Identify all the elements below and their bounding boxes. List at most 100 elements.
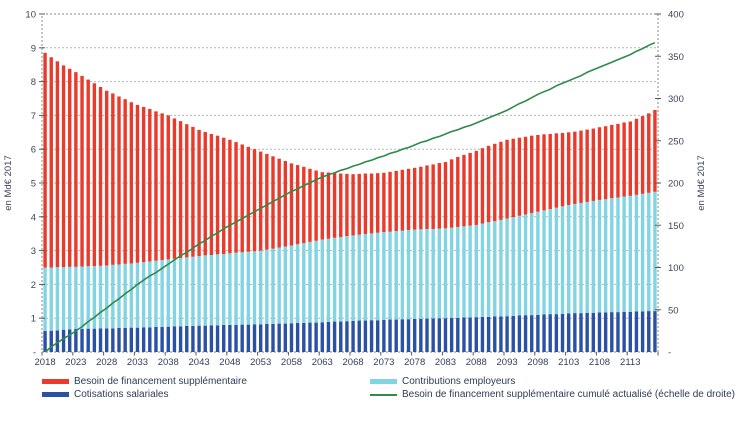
bar-segment-contributions xyxy=(456,226,460,318)
bar-segment-cotisations xyxy=(123,328,127,352)
bar-segment-cotisations xyxy=(499,316,503,352)
bar-segment-cotisations xyxy=(43,331,47,352)
bar-segment-besoin xyxy=(530,135,534,214)
bar-segment-cotisations xyxy=(141,327,146,352)
x-axis-label: 2023 xyxy=(65,357,86,368)
bar-segment-cotisations xyxy=(394,319,398,352)
x-axis-label: 2033 xyxy=(127,357,148,368)
bar-segment-cotisations xyxy=(148,327,152,352)
bar-segment-besoin xyxy=(400,169,405,231)
right-axis-label: 400 xyxy=(668,10,684,21)
bar-segment-cotisations xyxy=(185,325,189,352)
bar-segment-contributions xyxy=(191,256,195,326)
bar-segment-contributions xyxy=(431,228,435,319)
bar-segment-contributions xyxy=(49,267,53,331)
legend-column-left: Besoin de financement supplémentaire Cot… xyxy=(42,375,370,401)
bar-segment-contributions xyxy=(339,237,343,322)
x-axis-label: 2108 xyxy=(589,357,610,368)
bar-segment-cotisations xyxy=(55,330,60,352)
bar-segment-contributions xyxy=(277,247,281,324)
bar-segment-contributions xyxy=(209,254,214,326)
bar-segment-cotisations xyxy=(419,318,423,352)
bar-segment-cotisations xyxy=(363,320,368,352)
bar-segment-contributions xyxy=(154,260,158,327)
bar-segment-contributions xyxy=(74,266,78,330)
bar-segment-besoin xyxy=(203,131,207,256)
bar-segment-contributions xyxy=(283,246,288,324)
bar-segment-besoin xyxy=(376,173,380,233)
bar-segment-besoin xyxy=(289,163,294,246)
left-axis-label: 10 xyxy=(25,10,36,21)
bar-segment-cotisations xyxy=(653,311,657,352)
bar-segment-contributions xyxy=(160,260,164,327)
bar-segment-cotisations xyxy=(277,323,281,352)
bar-segment-contributions xyxy=(653,191,657,312)
bar-segment-contributions xyxy=(234,252,238,325)
bar-segment-besoin xyxy=(197,129,201,257)
bar-segment-cotisations xyxy=(308,322,312,352)
cumulative-line xyxy=(44,41,656,353)
bar-segment-contributions xyxy=(412,229,417,319)
bar-segment-contributions xyxy=(616,197,620,313)
bar-segment-cotisations xyxy=(234,324,238,352)
bar-segment-contributions xyxy=(425,228,429,319)
x-axis-label: 2113 xyxy=(620,357,640,368)
bar-segment-contributions xyxy=(603,199,608,313)
bar-segment-contributions xyxy=(597,199,602,313)
bar-segment-besoin xyxy=(148,108,152,262)
bar-segment-cotisations xyxy=(129,327,134,352)
bar-segment-contributions xyxy=(369,233,374,321)
bar-segment-besoin xyxy=(55,61,60,268)
bar-segment-besoin xyxy=(129,102,134,264)
bar-segment-contributions xyxy=(388,231,392,320)
bar-segment-besoin xyxy=(579,130,583,203)
bar-segment-cotisations xyxy=(486,316,491,352)
bar-segment-contributions xyxy=(68,266,72,330)
bar-segment-cotisations xyxy=(215,325,220,352)
left-axis-label: 2 xyxy=(31,280,36,291)
left-axis-label: 6 xyxy=(31,145,36,156)
bar-segment-besoin xyxy=(283,161,288,247)
bar-segment-cotisations xyxy=(579,313,583,352)
bar-segment-contributions xyxy=(271,248,275,324)
x-axis-label: 2038 xyxy=(158,357,179,368)
x-axis-label: 2093 xyxy=(497,357,518,368)
bar-segment-cotisations xyxy=(530,315,534,352)
bar-segment-besoin xyxy=(339,173,343,238)
bar-segment-contributions xyxy=(55,267,60,331)
bar-segment-besoin xyxy=(382,172,386,233)
left-axis-label: 5 xyxy=(31,179,36,190)
bar-segment-besoin xyxy=(456,156,460,227)
bar-segment-besoin xyxy=(80,75,84,267)
bar-segment-cotisations xyxy=(246,324,251,352)
bar-segment-contributions xyxy=(258,250,263,325)
bar-segment-contributions xyxy=(357,234,361,321)
bar-segment-besoin xyxy=(610,124,614,199)
bar-segment-besoin xyxy=(351,174,355,236)
bar-segment-cotisations xyxy=(603,312,608,352)
bar-segment-cotisations xyxy=(566,313,571,352)
legend-item-cotisations: Cotisations salariales xyxy=(42,388,370,401)
bar-segment-contributions xyxy=(148,261,152,328)
right-axis-label: 100 xyxy=(668,263,684,274)
x-axis-label: 2103 xyxy=(558,357,579,368)
bar-segment-contributions xyxy=(240,252,244,325)
bar-segment-contributions xyxy=(610,198,614,313)
right-axis-label: 50 xyxy=(668,305,679,316)
bar-segment-cotisations xyxy=(573,313,577,352)
bar-segment-contributions xyxy=(117,264,121,329)
bar-segment-besoin xyxy=(493,143,497,222)
bar-segment-cotisations xyxy=(314,322,318,352)
bar-segment-besoin xyxy=(394,170,398,231)
legend-item-contributions: Contributions employeurs xyxy=(370,375,735,388)
bar-segment-contributions xyxy=(185,257,189,326)
legend-swatch-besoin xyxy=(42,379,69,384)
bar-segment-cotisations xyxy=(511,315,515,352)
bar-segment-contributions xyxy=(462,226,466,318)
bar-segment-cotisations xyxy=(468,317,472,352)
bar-segment-cotisations xyxy=(493,316,497,352)
bar-segment-besoin xyxy=(68,68,72,267)
bar-segment-cotisations xyxy=(517,315,522,352)
bar-segment-contributions xyxy=(197,256,201,326)
bar-segment-cotisations xyxy=(376,320,380,352)
